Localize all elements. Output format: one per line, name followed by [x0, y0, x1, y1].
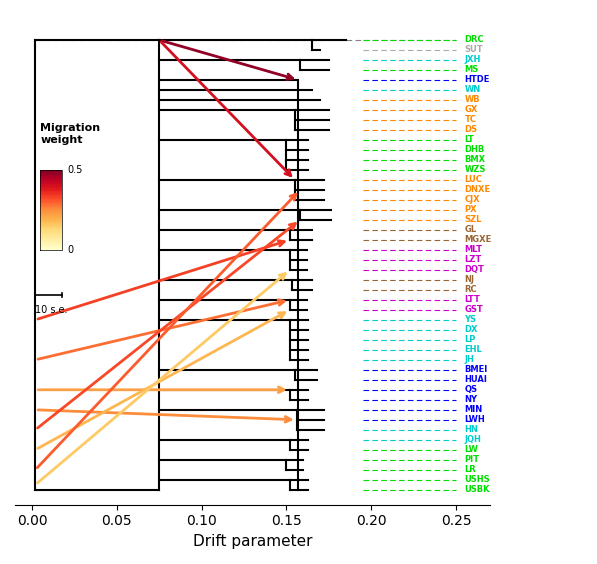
- Text: JQH: JQH: [464, 435, 481, 444]
- Text: 10 s.e.: 10 s.e.: [35, 305, 68, 315]
- Text: DNXE: DNXE: [464, 186, 491, 195]
- Text: Migration
weight: Migration weight: [41, 124, 100, 145]
- Text: WN: WN: [464, 86, 481, 94]
- Text: DS: DS: [464, 125, 478, 134]
- Text: DQT: DQT: [464, 265, 484, 274]
- Text: SZL: SZL: [464, 215, 482, 224]
- Text: GX: GX: [464, 105, 478, 114]
- Text: MLT: MLT: [464, 245, 482, 254]
- Text: CJX: CJX: [464, 195, 480, 204]
- Text: DX: DX: [464, 325, 478, 334]
- Text: MGXE: MGXE: [464, 235, 492, 244]
- Text: JH: JH: [464, 355, 475, 364]
- Text: LT: LT: [464, 135, 474, 144]
- Text: USHS: USHS: [464, 475, 490, 484]
- Text: DHB: DHB: [464, 146, 485, 155]
- Text: WZS: WZS: [464, 165, 486, 174]
- Text: USBK: USBK: [464, 485, 490, 494]
- Text: LWH: LWH: [464, 415, 485, 424]
- Text: HUAI: HUAI: [464, 375, 487, 384]
- Text: JXH: JXH: [464, 55, 481, 64]
- Text: MIN: MIN: [464, 406, 483, 415]
- Text: LTT: LTT: [464, 296, 481, 305]
- Text: BMEI: BMEI: [464, 365, 488, 374]
- Text: LZT: LZT: [464, 255, 482, 265]
- Text: LW: LW: [464, 445, 478, 454]
- Text: BMX: BMX: [464, 156, 486, 165]
- Text: PIT: PIT: [464, 455, 479, 464]
- Text: PX: PX: [464, 205, 477, 214]
- Text: QS: QS: [464, 385, 478, 394]
- Text: LP: LP: [464, 336, 476, 344]
- Text: GST: GST: [464, 305, 484, 314]
- Text: EHL: EHL: [464, 345, 482, 354]
- Text: LUC: LUC: [464, 175, 482, 184]
- Text: WB: WB: [464, 95, 480, 104]
- Text: HTDE: HTDE: [464, 76, 490, 85]
- Text: SUT: SUT: [464, 46, 483, 55]
- Text: MS: MS: [464, 65, 479, 74]
- Text: 0: 0: [67, 245, 73, 255]
- Text: RC: RC: [464, 285, 477, 294]
- Text: TC: TC: [464, 116, 476, 125]
- Text: YS: YS: [464, 315, 476, 324]
- X-axis label: Drift parameter: Drift parameter: [193, 534, 312, 549]
- Text: GL: GL: [464, 226, 476, 235]
- Text: HN: HN: [464, 425, 478, 434]
- Text: NY: NY: [464, 395, 478, 404]
- Text: 0.5: 0.5: [67, 165, 83, 175]
- Text: DRC: DRC: [464, 36, 484, 45]
- Text: NJ: NJ: [464, 275, 475, 284]
- Text: LR: LR: [464, 465, 476, 474]
